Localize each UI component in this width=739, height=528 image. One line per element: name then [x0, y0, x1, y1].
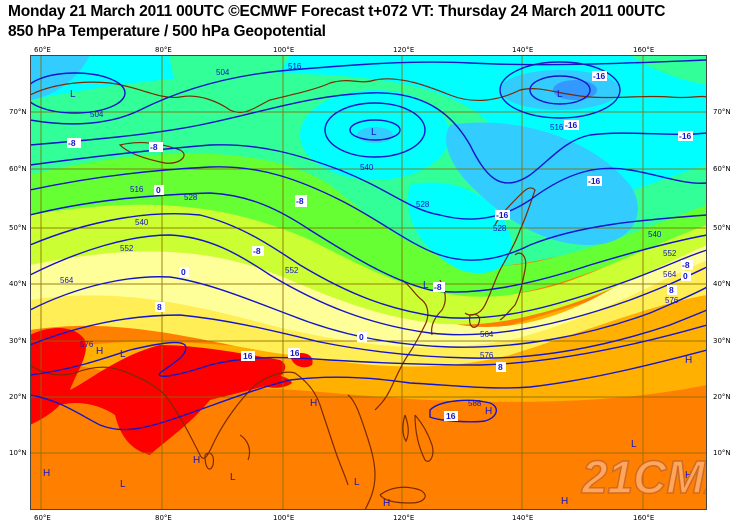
svg-text:552: 552 [285, 266, 299, 275]
svg-text:16: 16 [290, 348, 300, 358]
lon-label-top-60e: 60°E [34, 46, 51, 54]
map-frame [30, 55, 707, 510]
lon-label-top-140e: 140°E [512, 46, 534, 54]
lat-label-left-70n: 70°N [9, 108, 27, 116]
lat-label-right-40n: 40°N [713, 280, 731, 288]
svg-text:0: 0 [156, 185, 161, 195]
chart-subtitle: 850 hPa Temperature / 500 hPa Geopotenti… [8, 23, 326, 40]
low-center: L [557, 89, 563, 100]
lat-label-right-30n: 30°N [713, 337, 731, 345]
high-center: H [310, 398, 317, 409]
watermark: 21CMA [581, 451, 707, 503]
svg-text:-8: -8 [150, 142, 158, 152]
lat-label-right-10n: 10°N [713, 449, 731, 457]
weather-map: 504 504 516 516 516 528 528 528 540 540 … [30, 55, 707, 510]
svg-text:-8: -8 [682, 260, 690, 270]
high-center: H [685, 470, 692, 481]
svg-text:16: 16 [243, 351, 253, 361]
low-center: L [354, 477, 360, 488]
svg-text:8: 8 [498, 362, 503, 372]
lon-label-bottom-140e: 140°E [512, 514, 534, 522]
svg-text:516: 516 [550, 123, 564, 132]
lon-label-bottom-100e: 100°E [273, 514, 295, 522]
high-center: H [96, 346, 103, 357]
lat-label-right-70n: 70°N [713, 108, 731, 116]
svg-text:-8: -8 [434, 282, 442, 292]
pressure-centers: L L L L H L H L H L H H H L H L H H [43, 89, 692, 509]
low-center: L [230, 472, 236, 483]
high-center: H [561, 496, 568, 507]
svg-text:540: 540 [135, 218, 149, 227]
svg-text:-8: -8 [296, 196, 304, 206]
svg-text:528: 528 [493, 224, 507, 233]
temperature-labels: -8 -8 -8 -8 -8 0 0 0 8 8 8 16 16 16 -16 … [67, 71, 693, 421]
high-center: H [43, 468, 50, 479]
svg-text:0: 0 [181, 267, 186, 277]
svg-text:540: 540 [648, 230, 662, 239]
svg-text:540: 540 [360, 163, 374, 172]
low-center: L [70, 89, 76, 100]
svg-text:552: 552 [120, 244, 134, 253]
svg-text:0: 0 [359, 332, 364, 342]
low-center: L [371, 127, 377, 138]
svg-text:552: 552 [663, 249, 677, 258]
coastlines [30, 78, 707, 510]
svg-text:576: 576 [80, 340, 94, 349]
svg-text:-16: -16 [496, 210, 509, 220]
lon-label-bottom-80e: 80°E [155, 514, 172, 522]
svg-text:516: 516 [130, 185, 144, 194]
high-center: H [485, 406, 492, 417]
lon-label-bottom-120e: 120°E [393, 514, 415, 522]
svg-text:-8: -8 [68, 138, 76, 148]
low-center: L [120, 349, 126, 360]
high-center: H [193, 455, 200, 466]
lat-label-right-50n: 50°N [713, 224, 731, 232]
lat-label-left-20n: 20°N [9, 393, 27, 401]
lat-label-left-10n: 10°N [9, 449, 27, 457]
lat-label-right-60n: 60°N [713, 165, 731, 173]
lat-label-left-60n: 60°N [9, 165, 27, 173]
svg-text:564: 564 [663, 270, 677, 279]
high-center: H [383, 498, 390, 509]
svg-text:-16: -16 [565, 120, 578, 130]
svg-text:-8: -8 [253, 246, 261, 256]
svg-text:504: 504 [216, 68, 230, 77]
lon-label-top-160e: 160°E [633, 46, 655, 54]
svg-text:-16: -16 [588, 176, 601, 186]
low-center: L [120, 479, 126, 490]
svg-text:528: 528 [184, 193, 198, 202]
lon-label-top-120e: 120°E [393, 46, 415, 54]
lat-label-right-20n: 20°N [713, 393, 731, 401]
graticule [30, 55, 707, 510]
svg-text:0: 0 [683, 271, 688, 281]
low-center: L [631, 439, 637, 450]
lon-label-bottom-60e: 60°E [34, 514, 51, 522]
low-center: L [423, 280, 429, 291]
chart-title: Monday 21 March 2011 00UTC ©ECMWF Foreca… [8, 3, 666, 20]
geopotential-contours [30, 59, 707, 431]
high-center: H [685, 355, 692, 366]
svg-text:564: 564 [60, 276, 74, 285]
svg-text:588: 588 [468, 399, 482, 408]
lat-label-left-30n: 30°N [9, 337, 27, 345]
lon-label-top-80e: 80°E [155, 46, 172, 54]
svg-text:16: 16 [446, 411, 456, 421]
svg-text:576: 576 [665, 296, 679, 305]
svg-text:564: 564 [480, 330, 494, 339]
svg-text:504: 504 [90, 110, 104, 119]
lat-label-left-40n: 40°N [9, 280, 27, 288]
svg-text:576: 576 [480, 351, 494, 360]
svg-text:8: 8 [157, 302, 162, 312]
svg-text:-16: -16 [679, 131, 692, 141]
svg-text:516: 516 [288, 62, 302, 71]
svg-text:-16: -16 [593, 71, 606, 81]
lon-label-bottom-160e: 160°E [633, 514, 655, 522]
lat-label-left-50n: 50°N [9, 224, 27, 232]
svg-text:8: 8 [669, 285, 674, 295]
geopotential-labels: 504 504 516 516 516 528 528 528 540 540 … [60, 62, 679, 408]
lon-label-top-100e: 100°E [273, 46, 295, 54]
svg-text:528: 528 [416, 200, 430, 209]
